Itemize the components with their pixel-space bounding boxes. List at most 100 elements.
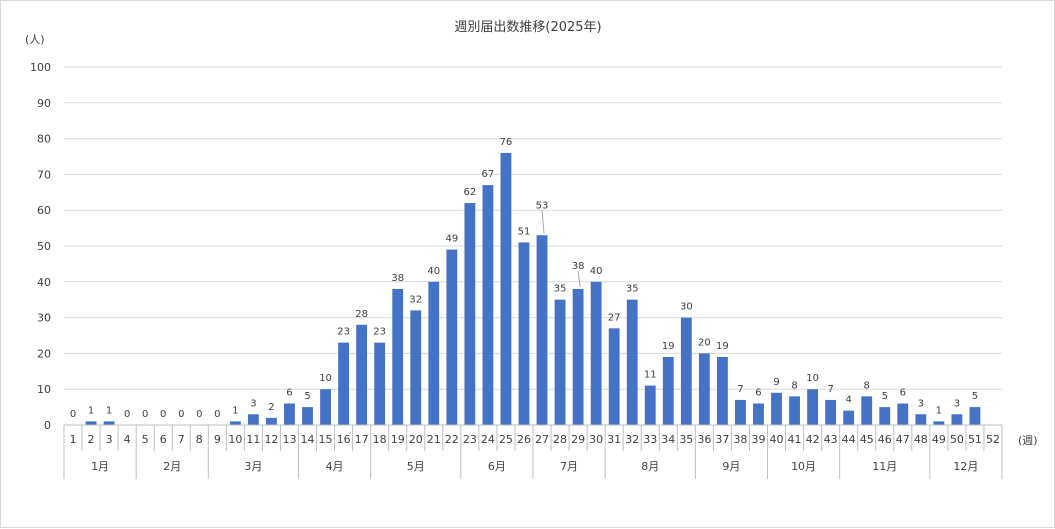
x-tick-label: 27 [535,433,549,446]
x-tick-label: 43 [824,433,838,446]
data-label: 28 [355,309,368,320]
bar [879,407,891,425]
x-tick-label: 47 [896,433,910,446]
x-tick-label: 49 [932,433,946,446]
bar [771,392,782,425]
data-label: 0 [178,409,184,420]
data-label: 0 [70,409,76,420]
x-tick-label: 35 [679,433,693,446]
x-tick-label: 16 [337,433,351,446]
data-label: 23 [373,327,386,338]
data-label: 53 [536,200,549,211]
x-tick-label: 29 [571,433,585,446]
month-label: 7月 [560,460,578,473]
bar [735,399,746,425]
bar-series [85,152,981,426]
bar [500,152,512,426]
x-tick-label: 45 [860,433,874,446]
data-label: 4 [845,395,851,406]
x-tick-label: 14 [301,433,315,446]
x-axis-unit-label: (週) [1018,434,1038,447]
data-label: 7 [737,384,743,395]
data-label: 20 [698,337,711,348]
bar [680,317,692,425]
y-tick-label: 0 [44,419,51,432]
data-label: 30 [680,302,693,313]
data-label: 0 [142,409,148,420]
x-tick-label: 8 [196,433,203,446]
x-tick-label: 32 [625,433,639,446]
data-label: 0 [214,409,220,420]
month-label: 9月 [722,460,740,473]
bar [266,417,277,425]
data-label: 7 [827,384,833,395]
data-label: 0 [160,409,166,420]
bar [861,396,873,425]
y-tick-label: 20 [37,347,51,360]
x-tick-label: 28 [553,433,567,446]
data-label: 76 [500,137,513,148]
x-tick-label: 48 [914,433,928,446]
month-label: 10月 [791,460,816,473]
data-label: 1 [106,405,112,416]
bar [843,410,855,425]
x-tick-label: 11 [246,433,260,446]
data-label: 40 [427,266,440,277]
x-tick-label: 19 [391,433,405,446]
bar [338,342,350,425]
data-label-leader [541,210,545,234]
data-label: 3 [954,398,960,409]
data-label: 0 [196,409,202,420]
y-axis-unit-label: (人) [25,33,45,46]
bar [392,288,404,425]
bar [229,421,241,425]
x-tick-label: 6 [160,433,167,446]
x-tick-label: 22 [445,433,459,446]
x-tick-label: 37 [715,433,729,446]
data-label: 10 [806,373,819,384]
x-tick-label: 23 [463,433,477,446]
bar [590,281,602,425]
x-tick-label: 40 [770,433,784,446]
data-label: 35 [626,284,639,295]
y-tick-label: 90 [37,97,51,110]
bar [626,299,638,425]
bar [103,421,115,425]
bar [554,299,566,425]
bar [662,356,674,425]
bar [753,403,764,425]
y-tick-label: 60 [37,204,51,217]
x-tick-label: 38 [733,433,747,446]
x-tick-label: 21 [427,433,441,446]
x-tick-label: 5 [142,433,149,446]
data-label: 19 [716,341,729,352]
month-label: 6月 [488,460,506,473]
bar [482,185,494,425]
month-label: 5月 [407,460,425,473]
data-label: 8 [864,380,870,391]
bar [698,353,710,425]
x-tick-label: 52 [986,433,1000,446]
x-tick-label: 36 [697,433,711,446]
x-tick-label: 26 [517,433,531,446]
x-tick-label: 39 [751,433,765,446]
bar [302,407,313,425]
data-label: 5 [304,391,310,402]
month-label: 3月 [244,460,262,473]
bar [807,389,819,425]
x-tick-label: 9 [214,433,221,446]
data-label: 19 [662,341,675,352]
bar [608,328,620,425]
gridlines [64,66,1002,390]
x-tick-label: 3 [106,433,113,446]
month-label: 2月 [163,460,181,473]
data-label: 67 [482,169,495,180]
bar [247,414,259,425]
x-tick-label: 12 [264,433,278,446]
y-tick-label: 50 [37,240,51,253]
x-tick-label: 30 [589,433,603,446]
x-tick-label: 18 [373,433,387,446]
data-label: 11 [644,370,657,381]
data-label: 9 [773,377,779,388]
